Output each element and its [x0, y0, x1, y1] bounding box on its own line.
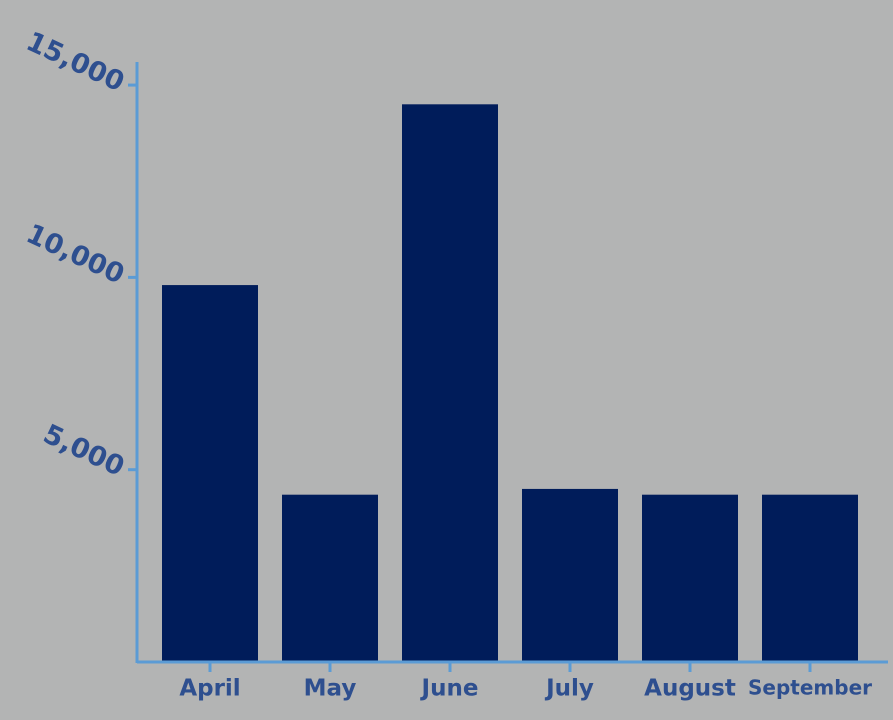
bar — [762, 494, 858, 662]
x-tick-label: August — [644, 676, 736, 702]
bar — [162, 285, 258, 662]
x-tick-label: September — [748, 676, 872, 700]
x-tick-label: May — [304, 676, 357, 702]
x-tick-label: June — [420, 676, 479, 702]
x-tick-label: July — [544, 676, 594, 702]
bar — [642, 494, 738, 662]
bar — [522, 488, 618, 662]
x-tick-label: April — [179, 676, 240, 702]
bar — [282, 494, 378, 662]
bar — [402, 104, 498, 663]
